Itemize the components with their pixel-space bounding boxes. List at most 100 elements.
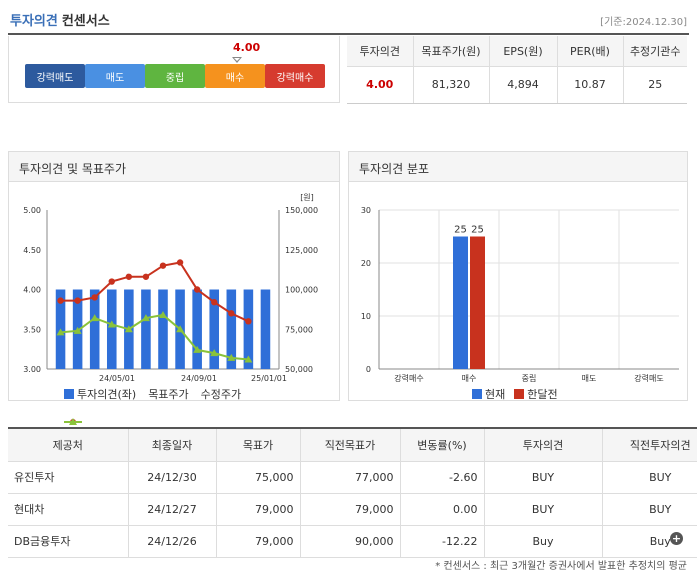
- opinion-bar: [209, 289, 220, 369]
- data-label: 25: [471, 225, 484, 236]
- right-axis-unit: [원]: [300, 193, 314, 202]
- page-title: 투자의견 컨센서스: [10, 10, 110, 29]
- target-price-point: [159, 262, 167, 269]
- opinion: BUY: [483, 493, 602, 526]
- y-tick-label: 30: [361, 206, 371, 215]
- target-price: 79,000: [215, 493, 300, 526]
- left-tick-label: 3.50: [23, 325, 41, 334]
- detail-header: 투자의견: [483, 427, 602, 462]
- target-price-point: [211, 299, 218, 306]
- target-price-line: [60, 261, 249, 323]
- adjusted-price-point: [176, 325, 185, 333]
- legend-label: 목표주가: [148, 388, 189, 401]
- provider: 유진투자: [8, 461, 128, 494]
- y-tick-label: 20: [361, 259, 371, 268]
- plus-circle-icon[interactable]: +: [670, 532, 683, 545]
- opinion-bar: [243, 289, 254, 369]
- chart2-title: 투자의견 분포: [349, 152, 687, 182]
- consensus-summary-table: 투자의견 목표주가(원) EPS(원) PER(배) 추정기관수 4.00 81…: [347, 36, 687, 104]
- target-price-point: [91, 294, 98, 301]
- legend-line-triangle-icon: [64, 418, 82, 425]
- summary-header-row: 투자의견 목표주가(원) EPS(원) PER(배) 추정기관수: [347, 36, 687, 67]
- adjusted-price-point: [193, 345, 202, 353]
- gauge-segment-strong-buy: 강력매수: [265, 64, 325, 88]
- target-price-point: [74, 297, 81, 304]
- detail-header: 직전투자의견: [601, 427, 697, 462]
- legend-current-swatch: [472, 389, 482, 399]
- change-rate: -2.60: [399, 461, 484, 494]
- target-price-point: [245, 318, 252, 325]
- opinion-bar: [106, 289, 117, 369]
- chart2-legend: 현재 한달전: [472, 386, 567, 402]
- legend-label: 현재: [485, 388, 506, 401]
- x-tick-label: 24/09/01: [181, 374, 217, 383]
- legend-opinion: 투자의견(좌): [64, 386, 136, 402]
- target-price-point: [57, 297, 64, 304]
- chart1-title: 투자의견 및 목표주가: [9, 152, 339, 182]
- opinion-target-chart: [원] 5.00 4.50 4.00 3.50 3.00 150,000 125,000 100…: [23, 193, 318, 383]
- gauge-marker-icon: [232, 57, 242, 63]
- opinion-bar: [158, 289, 168, 369]
- footnote: * 컨센서스 : 최근 3개월간 증권사에서 발표한 추정치의 평균: [435, 561, 687, 572]
- provider: 현대차: [8, 493, 128, 526]
- summary-target-price: 81,320: [412, 66, 489, 104]
- prev-target-price: 77,000: [299, 461, 400, 494]
- x-tick-label: 24/05/01: [99, 374, 135, 383]
- legend-bar-swatch: [64, 389, 74, 399]
- opinion-gauge-box: [8, 36, 340, 103]
- opinion-bar: [141, 289, 151, 369]
- target-price-point: [228, 310, 235, 317]
- gauge-segment-sell: 매도: [85, 64, 145, 88]
- category-label: 매수: [462, 374, 477, 383]
- adjusted-price-point: [124, 325, 133, 333]
- summary-per: 10.87: [556, 66, 623, 104]
- summary-analyst-count: 25: [622, 66, 687, 104]
- opinion-bar: [260, 289, 271, 369]
- summary-header: PER(배): [556, 36, 623, 67]
- gauge-value: 4.00: [233, 41, 261, 54]
- category-label: 매도: [582, 374, 597, 383]
- prev-target-price: 90,000: [299, 525, 400, 558]
- adjusted-price-point: [73, 326, 82, 334]
- gauge-segment-neutral: 중립: [145, 64, 205, 88]
- opinion-gauge-bar: 강력매도 매도 중립 매수 강력매수: [25, 64, 325, 88]
- target-price-point: [125, 273, 133, 280]
- detail-header: 최종일자: [127, 427, 216, 462]
- target-price-point: [176, 259, 184, 266]
- opinion: Buy: [483, 525, 602, 558]
- category-label: 중립: [522, 374, 537, 383]
- detail-header: 직전목표가: [299, 427, 400, 462]
- adjusted-price-point: [159, 310, 167, 318]
- chart1-legend: 투자의견(좌) 목표주가 수정주가: [64, 386, 250, 425]
- opinion-bar: [89, 289, 100, 369]
- adjusted-price-point: [244, 355, 253, 363]
- adjusted-price-point: [210, 349, 219, 357]
- legend-label: 수정주가: [200, 388, 242, 401]
- data-label: 25: [454, 225, 467, 236]
- target-price-point: [108, 278, 115, 285]
- legend-target: 목표주가: [64, 386, 189, 425]
- left-tick-label: 4.50: [23, 246, 41, 255]
- legend-current: 현재: [472, 386, 505, 402]
- legend-adjusted: 수정주가: [64, 386, 242, 425]
- table-row: 현대차 24/12/27 79,000 79,000 0.00 BUY BUY: [8, 493, 697, 526]
- opinion-bar: [226, 289, 237, 369]
- y-tick-label: 10: [361, 312, 371, 321]
- table-row: DB금융투자 24/12/26 79,000 90,000 -12.22 Buy…: [8, 525, 697, 558]
- change-rate: -12.22: [399, 525, 484, 558]
- date: 24/12/30: [127, 461, 216, 494]
- current-bar: [453, 236, 468, 369]
- opinion-target-chart-panel: 투자의견 및 목표주가 [원] 5.00 4.50 4.00 3.50 3.00 150,0…: [8, 151, 340, 425]
- summary-header: 추정기관수: [622, 36, 687, 67]
- adjusted-price-point: [227, 353, 236, 361]
- change-rate: 0.00: [399, 493, 484, 526]
- opinion-distribution-chart: 30 20 10 0 강력매수 매수 중립 매도 강력매도 25 25: [361, 206, 679, 383]
- detail-header: 변동률(%): [399, 427, 484, 462]
- detail-header: 제공처: [8, 427, 128, 462]
- right-tick-label: 100,000: [285, 286, 318, 295]
- adjusted-price-point: [90, 314, 99, 322]
- header-divider: [8, 33, 689, 35]
- y-tick-label: 0: [366, 365, 371, 374]
- legend-label: 한달전: [527, 388, 558, 401]
- target-price-point: [142, 273, 150, 280]
